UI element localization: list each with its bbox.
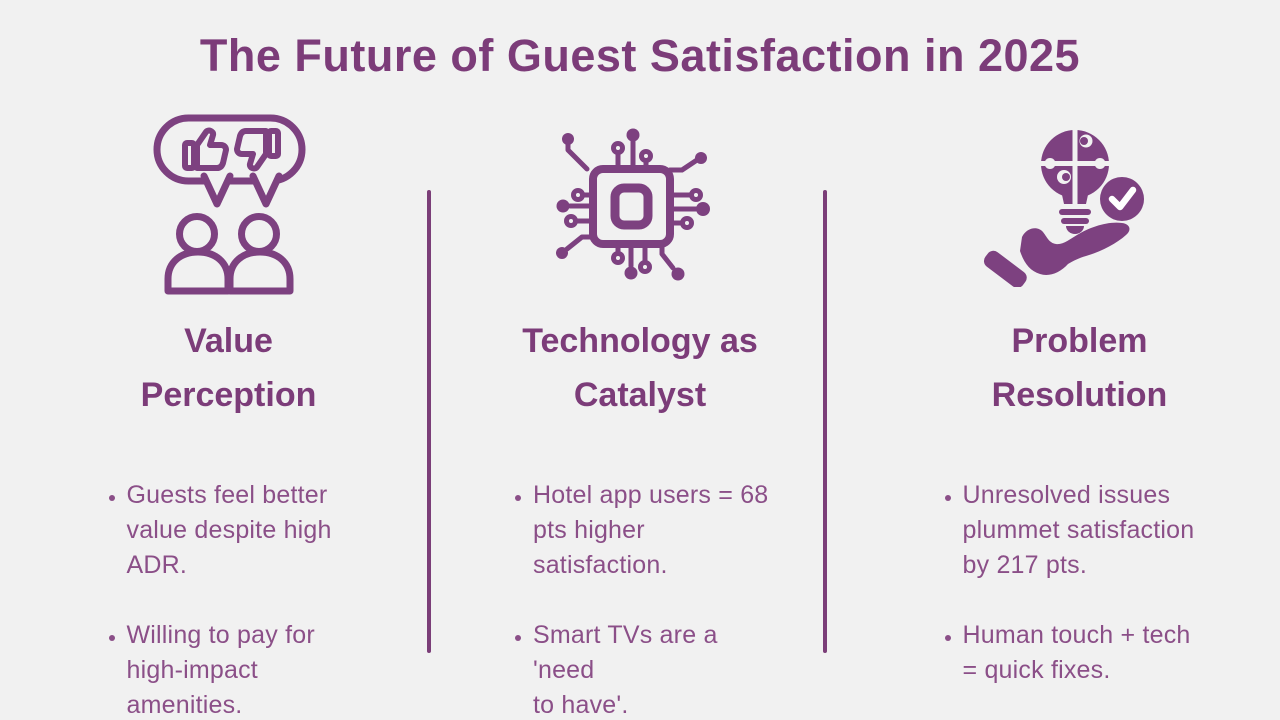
microchip-circuit-icon [556,128,710,281]
bullet-item: Willing to pay for high-impact amenities… [127,618,355,720]
check-circle-icon [1099,177,1144,221]
puzzle-lightbulb-icon [1039,127,1110,234]
column-value-perception: Value Perception Guests feel better valu… [0,84,429,720]
hand-puzzle-bulb-check-icon [983,127,1144,287]
column-heading: Problem Resolution [991,322,1168,415]
hand-icon [983,222,1129,287]
bullet-item: Guests feel better value despite high AD… [127,478,355,583]
bullet-list: Guests feel better value despite high AD… [103,443,355,720]
column-problem-resolution: Problem Resolution Unresolved issues plu… [825,84,1280,720]
guest-feedback-thumbs-icon [149,102,309,302]
page-title: The Future of Guest Satisfaction in 2025 [199,30,1081,81]
problem-resolution-hand-icon [980,102,1180,302]
bullet-list: Unresolved issues plummet satisfaction b… [939,443,1221,720]
column-heading: Technology as Catalyst [522,322,758,415]
bullet-item: Smart TVs are a 'need to have'. [533,618,771,720]
bullet-list: Hotel app users = 68 pts higher satisfac… [509,443,771,720]
technology-chip-icon [545,102,735,302]
feedback-speech-bubble-people-icon [153,114,305,294]
vertical-divider [823,190,827,653]
thumbs-down-icon [233,127,281,171]
column-technology-catalyst: Technology as Catalyst Hotel app users =… [429,84,825,720]
bullet-item: Unresolved issues plummet satisfaction b… [963,478,1221,583]
thumbs-up-icon [181,127,229,171]
bullet-item: Human touch + tech = quick fixes. [963,618,1221,688]
columns-row: Value Perception Guests feel better valu… [0,84,1280,720]
people-icon [164,212,293,294]
bullet-item: Hotel app users = 68 pts higher satisfac… [533,478,771,583]
column-heading: Value Perception [140,322,317,415]
vertical-divider [427,190,431,653]
